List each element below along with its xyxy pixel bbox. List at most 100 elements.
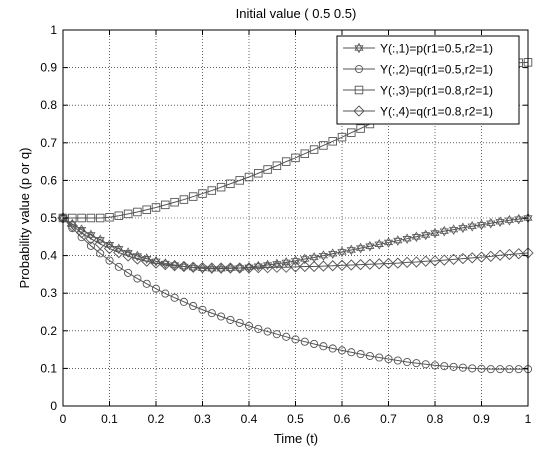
square-point-marker [300,149,310,158]
circle-point-marker [272,330,281,339]
hexagram-marker-part [430,230,440,239]
hexagram-marker-part [309,254,319,263]
square-point-marker [133,207,142,217]
hexagram-point-marker [486,217,496,229]
diamond-point-marker [382,257,395,270]
hexagram-point-marker [449,224,459,235]
circle-point-marker [133,274,142,283]
circle-point-marker [412,359,421,368]
y-tick-label: 0.7 [40,136,57,150]
diamond-point-marker [150,257,162,269]
diamond-point-marker [345,259,357,271]
circle-point-marker [347,348,356,357]
diamond-point-marker [420,255,432,267]
diamond-point-marker [373,258,385,270]
x-tick-label: 0.6 [334,412,351,426]
circle-point-marker [486,365,495,374]
hexagram-point-marker [476,219,487,231]
circle-point-marker [244,321,254,330]
hexagram-marker-part [504,217,514,226]
circle-point-marker [440,362,449,371]
diamond-point-marker [503,248,516,261]
x-tick-label: 0.7 [380,412,397,426]
x-tick-label: 0.2 [148,412,165,426]
hexagram-marker-part [393,235,403,244]
diamond-point-marker [438,254,450,266]
legend: Y(:,1)=p(r1=0.5,r2=1) Y(:,2)=q(r1=0.5,r2=… [336,35,520,125]
diamond-point-marker [475,251,488,263]
x-tick-label: 1 [525,412,532,426]
square-point-marker [95,213,105,223]
square-point-marker [105,212,114,222]
circle-point-marker [96,249,105,258]
hexagram-marker-part [346,247,356,256]
square-point-marker [77,213,86,223]
square-point-marker [319,141,328,150]
hexagram-marker-part [383,239,394,248]
hexagram-marker-part [421,232,431,241]
circle-point-marker [179,297,188,306]
hexagram-marker-part [439,225,449,234]
hexagram-marker-part [235,265,245,274]
x-tick-label: 0 [60,412,67,426]
hexagram-marker-part [458,225,468,234]
square-point-marker [188,192,198,201]
circle-point-marker [319,342,328,351]
diamond-point-marker [187,261,199,273]
x-tick-label: 0.3 [194,412,211,426]
hexagram-marker-part [123,247,133,256]
diamond-point-marker [466,252,478,264]
hexagram-point-marker [504,214,514,226]
y-axis-label: Probability value (p or q) [17,148,32,289]
hexagram-point-marker [402,233,412,244]
hexagram-marker-part [225,265,235,274]
hexagram-point-marker [328,248,338,260]
hexagram-marker-part [346,244,356,253]
circle-point-marker [189,301,198,311]
hexagram-marker-part [244,261,254,270]
diamond-point-marker [485,250,497,262]
hexagram-marker-part [365,243,375,252]
hexagram-marker-part [449,227,459,235]
hexagram-marker-part [216,266,226,275]
circle-point-marker [142,279,151,288]
hexagram-marker-part [374,241,384,250]
diamond-point-marker [401,256,413,269]
diamond-point-marker [327,260,339,272]
hexagram-marker-part [458,222,468,231]
hexagram-marker-part [207,266,217,275]
hexagram-marker-part [354,45,364,54]
circle-point-marker [403,357,412,367]
y-tick-label: 0.1 [40,361,57,375]
circle-point-marker [375,353,384,362]
hexagram-marker-part [160,258,170,267]
hexagram-marker-part [328,251,338,260]
hexagram-marker-part [411,231,421,240]
diamond-point-marker [168,260,181,272]
square-point-marker [281,157,291,166]
square-point-marker [235,176,244,185]
hexagram-marker-part [281,259,291,268]
square-point-marker [356,124,365,133]
hexagram-marker-part [365,240,375,249]
circle-point-marker [105,256,114,265]
diamond-point-marker [308,260,320,273]
square-point-marker [309,145,319,154]
diamond-point-marker [410,256,423,268]
diamond-point-marker [85,233,97,245]
hexagram-marker-part [486,220,496,229]
y-tick-label: 0.6 [40,173,57,187]
hexagram-marker-part [374,239,384,247]
hexagram-marker-part [104,239,115,248]
legend-square-marker [354,85,364,95]
hexagram-marker-part [421,229,431,238]
hexagram-point-marker [290,255,301,267]
legend-label: Y(:,3)=p(r1=0.8,r2=1) [380,84,493,98]
x-tick-label: 0.4 [241,412,258,426]
diamond-point-marker [206,262,218,274]
circle-point-marker [86,241,95,250]
hexagram-point-marker [430,227,440,239]
hexagram-marker-part [411,234,421,243]
hexagram-marker-part [132,250,142,259]
